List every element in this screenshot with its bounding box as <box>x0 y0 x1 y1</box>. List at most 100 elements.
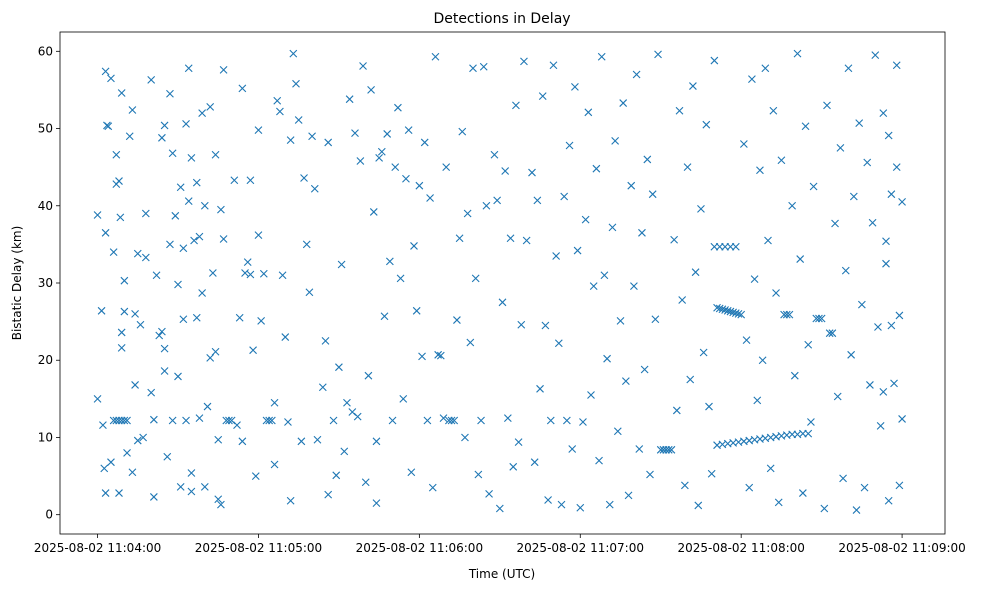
data-point <box>396 274 405 283</box>
data-point <box>176 483 185 491</box>
data-point <box>318 383 327 392</box>
data-point <box>115 489 123 497</box>
data-point <box>163 452 172 461</box>
data-point <box>855 119 864 128</box>
data-point <box>691 268 700 277</box>
data-point <box>546 416 555 425</box>
data-point <box>887 190 896 199</box>
data-point <box>823 101 831 110</box>
data-point <box>160 344 169 353</box>
data-point <box>825 329 834 338</box>
x-axis: 2025-08-02 11:04:00 2025-08-02 11:05:00 20… <box>34 534 966 555</box>
data-point <box>485 489 493 498</box>
data-point <box>214 435 223 444</box>
y-tick-label: 60 <box>38 44 53 58</box>
data-point <box>879 109 888 117</box>
data-point <box>101 489 110 497</box>
data-point <box>772 289 780 297</box>
data-point <box>340 447 349 456</box>
data-point <box>219 235 228 243</box>
data-point <box>187 469 196 477</box>
data-point <box>139 433 148 442</box>
data-point <box>627 181 636 190</box>
data-point <box>587 391 595 399</box>
data-point <box>536 384 544 393</box>
data-point <box>246 270 255 279</box>
data-point <box>420 138 429 147</box>
data-point <box>343 398 351 407</box>
data-point <box>141 209 150 218</box>
data-point <box>608 223 617 232</box>
data-point <box>605 500 614 509</box>
data-point <box>664 445 673 454</box>
data-point <box>294 116 303 124</box>
data-point <box>621 377 630 385</box>
data-point <box>117 89 126 97</box>
data-point <box>364 371 373 380</box>
data-point <box>174 280 182 289</box>
data-point <box>155 331 164 340</box>
data-point <box>554 339 563 348</box>
data-point <box>857 300 866 309</box>
data-point <box>391 163 400 172</box>
data-point <box>93 394 102 403</box>
data-point <box>246 176 255 185</box>
data-point <box>192 178 201 187</box>
data-point <box>581 215 590 224</box>
data-point <box>804 340 813 349</box>
data-point <box>289 49 298 58</box>
data-point <box>238 84 247 93</box>
data-point <box>112 150 121 159</box>
data-point <box>321 337 330 345</box>
data-point <box>573 246 582 255</box>
data-point <box>149 493 158 501</box>
data-point <box>731 309 740 318</box>
data-point <box>97 306 106 315</box>
data-point <box>104 122 113 131</box>
data-point <box>120 416 129 425</box>
data-point <box>174 372 182 381</box>
data-point <box>672 406 681 415</box>
data-point <box>721 306 729 314</box>
data-point <box>683 163 692 172</box>
data-point <box>284 418 292 426</box>
data-point <box>329 416 338 425</box>
data-point <box>890 379 898 388</box>
x-tick-label: 2025-08-02 11:04:00 <box>34 541 161 555</box>
data-point <box>399 394 408 403</box>
data-point <box>667 445 676 454</box>
data-point <box>455 234 464 243</box>
data-point <box>737 310 746 319</box>
data-point <box>718 305 727 314</box>
data-point <box>243 258 252 267</box>
data-point <box>158 327 166 336</box>
data-point <box>281 333 290 341</box>
data-point <box>278 271 287 280</box>
data-point <box>184 64 193 73</box>
data-point <box>270 398 279 407</box>
data-point <box>337 260 346 269</box>
data-point <box>898 198 906 206</box>
data-point <box>152 271 161 280</box>
x-tick-label: 2025-08-02 11:05:00 <box>195 541 322 555</box>
data-point <box>844 64 853 73</box>
data-point <box>611 137 620 145</box>
plot-area <box>59 31 946 535</box>
data-point <box>876 421 885 430</box>
data-point <box>571 82 579 91</box>
data-point <box>549 61 558 70</box>
data-point <box>729 308 738 317</box>
data-point <box>748 75 756 83</box>
data-point <box>847 350 856 359</box>
data-point <box>836 143 845 152</box>
data-point <box>584 108 593 117</box>
data-point <box>273 96 282 105</box>
data-point <box>182 416 190 425</box>
data-point <box>249 346 257 355</box>
data-point <box>774 498 783 507</box>
data-point <box>616 316 625 325</box>
data-point <box>530 458 539 467</box>
data-point <box>528 168 536 177</box>
data-point <box>265 416 274 425</box>
data-point <box>394 103 402 112</box>
